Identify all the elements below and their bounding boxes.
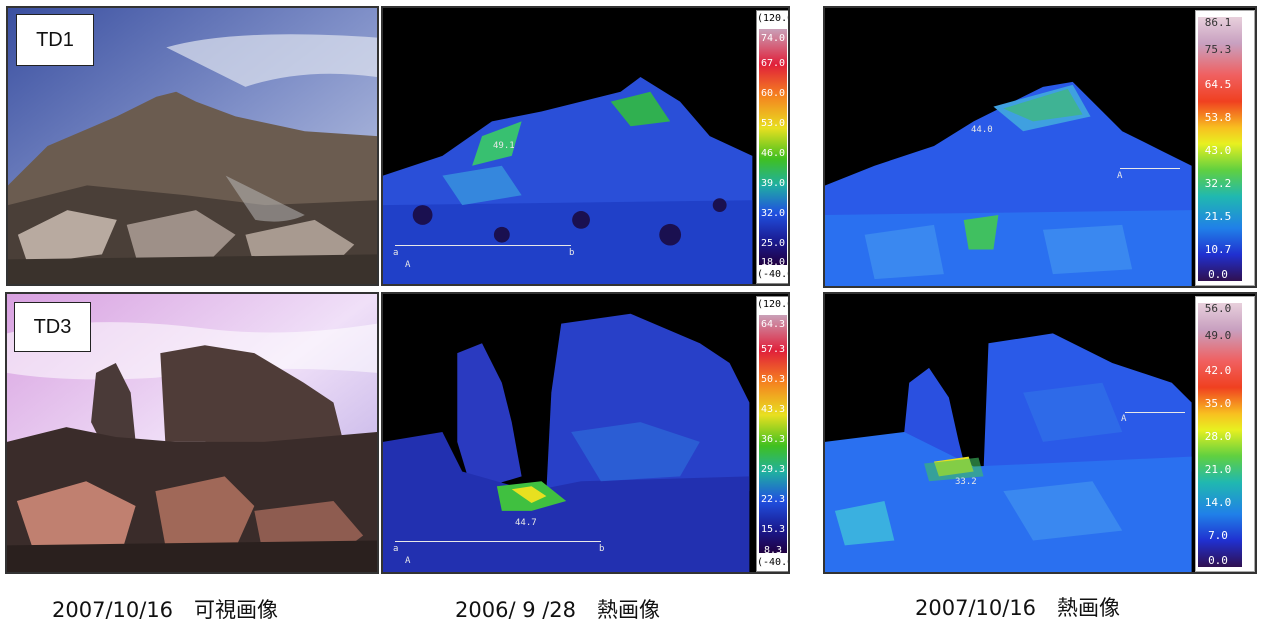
overlay-temp: 44.7 xyxy=(515,518,537,528)
temperature-scale-2007-td3: 56.0 49.0 42.0 35.0 28.0 21.0 14.0 7.0 0… xyxy=(1195,296,1255,572)
scale-tick: 39.0 xyxy=(760,178,786,189)
scale-tick: 74.0 xyxy=(760,33,786,44)
caption-thermal-2007: 2007/10/16 熱画像 xyxy=(915,596,1121,620)
scale-tick: 15.3 xyxy=(760,524,786,535)
scale-tick: 75.3 xyxy=(1204,43,1232,56)
scale-tick: 86.1 xyxy=(1204,16,1232,29)
scale-tick: 10.7 xyxy=(1204,243,1232,256)
overlay-temp: 49.1 xyxy=(493,141,515,151)
scale-tick: 28.0 xyxy=(1204,430,1232,443)
thermal-image-2007-td1 xyxy=(825,8,1255,286)
scale-max: (120.0) xyxy=(757,13,788,24)
scale-tick: 56.0 xyxy=(1204,302,1232,315)
overlay-temp: 33.2 xyxy=(955,477,977,487)
scale-tick: 43.3 xyxy=(760,404,786,415)
scale-tick: 46.0 xyxy=(760,148,786,159)
scale-tick: 22.3 xyxy=(760,494,786,505)
thermal-2007-td1: 44.0 A 86.1 75.3 64.5 53.8 43.0 32.2 21.… xyxy=(823,6,1257,288)
thermal-image-2006-td3 xyxy=(383,294,788,572)
overlay-line-label: A xyxy=(1117,171,1123,181)
scale-min: (-40.0) xyxy=(757,269,788,280)
caption-visible: 2007/10/16 可視画像 xyxy=(52,598,279,622)
scale-tick: 18.0 xyxy=(760,257,786,268)
scale-tick: 0.0 xyxy=(1208,554,1228,567)
overlay-line-label: A xyxy=(405,260,411,270)
overlay-line-label: A xyxy=(1121,414,1127,424)
scale-gradient xyxy=(759,29,787,265)
scale-tick: 67.0 xyxy=(760,58,786,69)
scale-tick: 36.3 xyxy=(760,434,786,445)
temperature-scale-2007-td1: 86.1 75.3 64.5 53.8 43.0 32.2 21.5 10.7 … xyxy=(1195,10,1255,286)
scale-tick: 8.3 xyxy=(763,545,783,556)
scale-tick: 29.3 xyxy=(760,464,786,475)
overlay-point-b: b xyxy=(569,248,575,258)
td3-label: TD3 xyxy=(14,302,91,352)
thermal-2007-td3: 33.2 A 56.0 49.0 42.0 35.0 28.0 21.0 14.… xyxy=(823,292,1257,574)
caption-thermal-2006: 2006/ 9 /28 熱画像 xyxy=(455,598,661,622)
scale-tick: 32.2 xyxy=(1204,177,1232,190)
scale-tick: 25.0 xyxy=(760,238,786,249)
scale-tick: 0.0 xyxy=(1208,268,1228,281)
scale-max: (120.0) xyxy=(757,299,788,310)
scale-tick: 64.3 xyxy=(760,319,786,330)
overlay-point-b: b xyxy=(599,544,605,554)
temperature-scale-2006-td3: (120.0) 64.3 57.3 50.3 43.3 36.3 29.3 22… xyxy=(756,296,788,572)
scale-min: (-40.0) xyxy=(757,557,788,568)
overlay-temp: 44.0 xyxy=(971,125,993,135)
scale-tick: 50.3 xyxy=(760,374,786,385)
scale-tick: 60.0 xyxy=(760,88,786,99)
scale-tick: 57.3 xyxy=(760,344,786,355)
scale-tick: 35.0 xyxy=(1204,397,1232,410)
scale-tick: 42.0 xyxy=(1204,364,1232,377)
td1-label: TD1 xyxy=(16,14,94,66)
scale-tick: 64.5 xyxy=(1204,78,1232,91)
overlay-line-label: A xyxy=(405,556,411,566)
scale-gradient xyxy=(759,315,787,553)
scale-tick: 49.0 xyxy=(1204,329,1232,342)
overlay-point-a: a xyxy=(393,544,399,554)
scale-tick: 7.0 xyxy=(1208,529,1228,542)
visible-photo-td3 xyxy=(7,294,377,572)
thermal-2006-td3: 44.7 a b A (120.0) 64.3 57.3 50.3 43.3 3… xyxy=(381,292,790,574)
scale-tick: 21.5 xyxy=(1204,210,1232,223)
thermal-image-2007-td3 xyxy=(825,294,1255,572)
scale-tick: 32.0 xyxy=(760,208,786,219)
scale-tick: 53.0 xyxy=(760,118,786,129)
scale-tick: 43.0 xyxy=(1204,144,1232,157)
temperature-scale-2006-td1: (120.0) 74.0 67.0 60.0 53.0 46.0 39.0 32… xyxy=(756,10,788,284)
scale-tick: 14.0 xyxy=(1204,496,1232,509)
scale-tick: 53.8 xyxy=(1204,111,1232,124)
scale-tick: 21.0 xyxy=(1204,463,1232,476)
thermal-image-2006-td1 xyxy=(383,8,788,284)
overlay-point-a: a xyxy=(393,248,399,258)
thermal-2006-td1: 49.1 a b A (120.0) 74.0 67.0 60.0 53.0 4… xyxy=(381,6,790,286)
